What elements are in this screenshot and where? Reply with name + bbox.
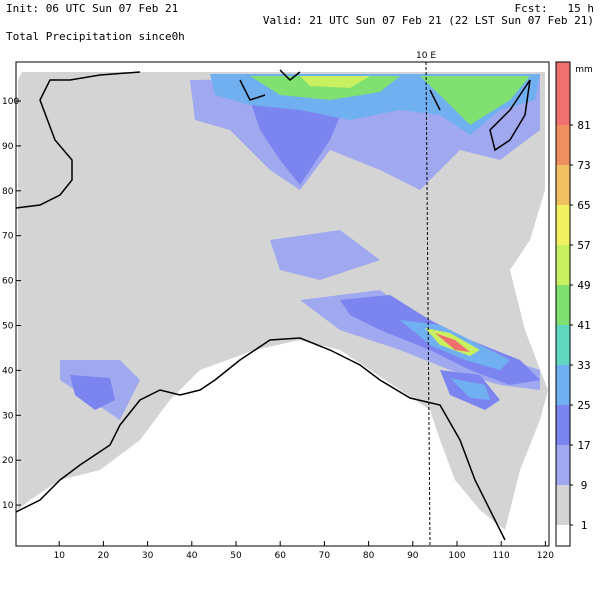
colorbar-label: 49 <box>577 279 590 292</box>
colorbar-swatch <box>556 285 570 325</box>
colorbar-swatch <box>556 405 570 445</box>
colorbar-label: 81 <box>577 119 590 132</box>
x-tick-label: 80 <box>363 551 375 561</box>
colorbar-swatch <box>556 165 570 205</box>
coast-north <box>239 69 441 111</box>
y-tick-label: 20 <box>2 456 14 466</box>
colorbar-label: 9 <box>581 479 588 492</box>
colorbar-label: 33 <box>577 359 590 372</box>
meridian-label: 10 E <box>416 51 436 61</box>
colorbar-swatch <box>556 365 570 405</box>
colorbar-swatch <box>556 205 570 245</box>
precip-33-41 <box>250 76 530 125</box>
y-tick-label: 40 <box>2 366 14 376</box>
colorbar-swatch <box>556 245 570 285</box>
colorbar-swatch <box>556 525 570 546</box>
x-tick-label: 100 <box>448 551 465 561</box>
colorbar-swatch <box>556 445 570 485</box>
precip-field <box>16 62 549 546</box>
colorbar-frame <box>555 61 571 547</box>
init-label: Init: 06 UTC Sun 07 Feb 21 <box>6 2 178 15</box>
y-tick-label: 60 <box>2 277 14 287</box>
colorbar-label: 57 <box>577 239 590 252</box>
plot-frame <box>15 61 550 547</box>
y-tick-label: 30 <box>2 411 14 421</box>
x-tick-label: 90 <box>407 551 419 561</box>
valid-label: Valid: 21 UTC Sun 07 Feb 21 (22 LST Sun … <box>263 14 594 27</box>
colorbar-swatch <box>556 62 570 125</box>
colorbar-label: 25 <box>577 399 590 412</box>
coastlines <box>15 69 531 541</box>
colorbar-swatch <box>556 485 570 525</box>
x-tick-label: 20 <box>98 551 110 561</box>
coast-south <box>15 337 506 541</box>
colorbar-unit: mm <box>575 65 593 75</box>
y-tick-label: 50 <box>2 322 14 332</box>
x-tick-label: 40 <box>186 551 198 561</box>
y-tick-label: 100 <box>2 97 19 107</box>
colorbar-label: 17 <box>577 439 590 452</box>
colorbar-swatch <box>556 125 570 165</box>
fcst-label: Fcst: 15 h <box>515 2 594 15</box>
x-tick-label: 10 <box>53 551 65 561</box>
colorbar-swatch <box>556 325 570 365</box>
x-tick-label: 110 <box>493 551 510 561</box>
colorbar-label: 65 <box>577 199 590 212</box>
colorbar-label: 1 <box>581 519 588 532</box>
x-tick-label: 60 <box>274 551 286 561</box>
border-west <box>15 71 141 209</box>
field-label: Total Precipitation since0h <box>6 30 185 43</box>
y-tick-label: 10 <box>2 501 14 511</box>
island-east <box>489 79 531 152</box>
colorbar-label: 73 <box>577 159 590 172</box>
y-tick-label: 70 <box>2 232 14 242</box>
colorbar-label: 41 <box>577 319 590 332</box>
x-tick-label: 70 <box>319 551 331 561</box>
precip-41-49 <box>300 76 370 88</box>
y-tick-label: 80 <box>2 187 14 197</box>
precip-17-25 <box>250 100 345 185</box>
precip-25-33-south <box>400 320 510 400</box>
x-tick-label: 50 <box>230 551 242 561</box>
meridian-line <box>425 61 431 547</box>
x-tick-label: 30 <box>142 551 154 561</box>
x-tick-label: 120 <box>537 551 554 561</box>
y-tick-label: 90 <box>2 142 14 152</box>
precip-max <box>435 333 470 352</box>
